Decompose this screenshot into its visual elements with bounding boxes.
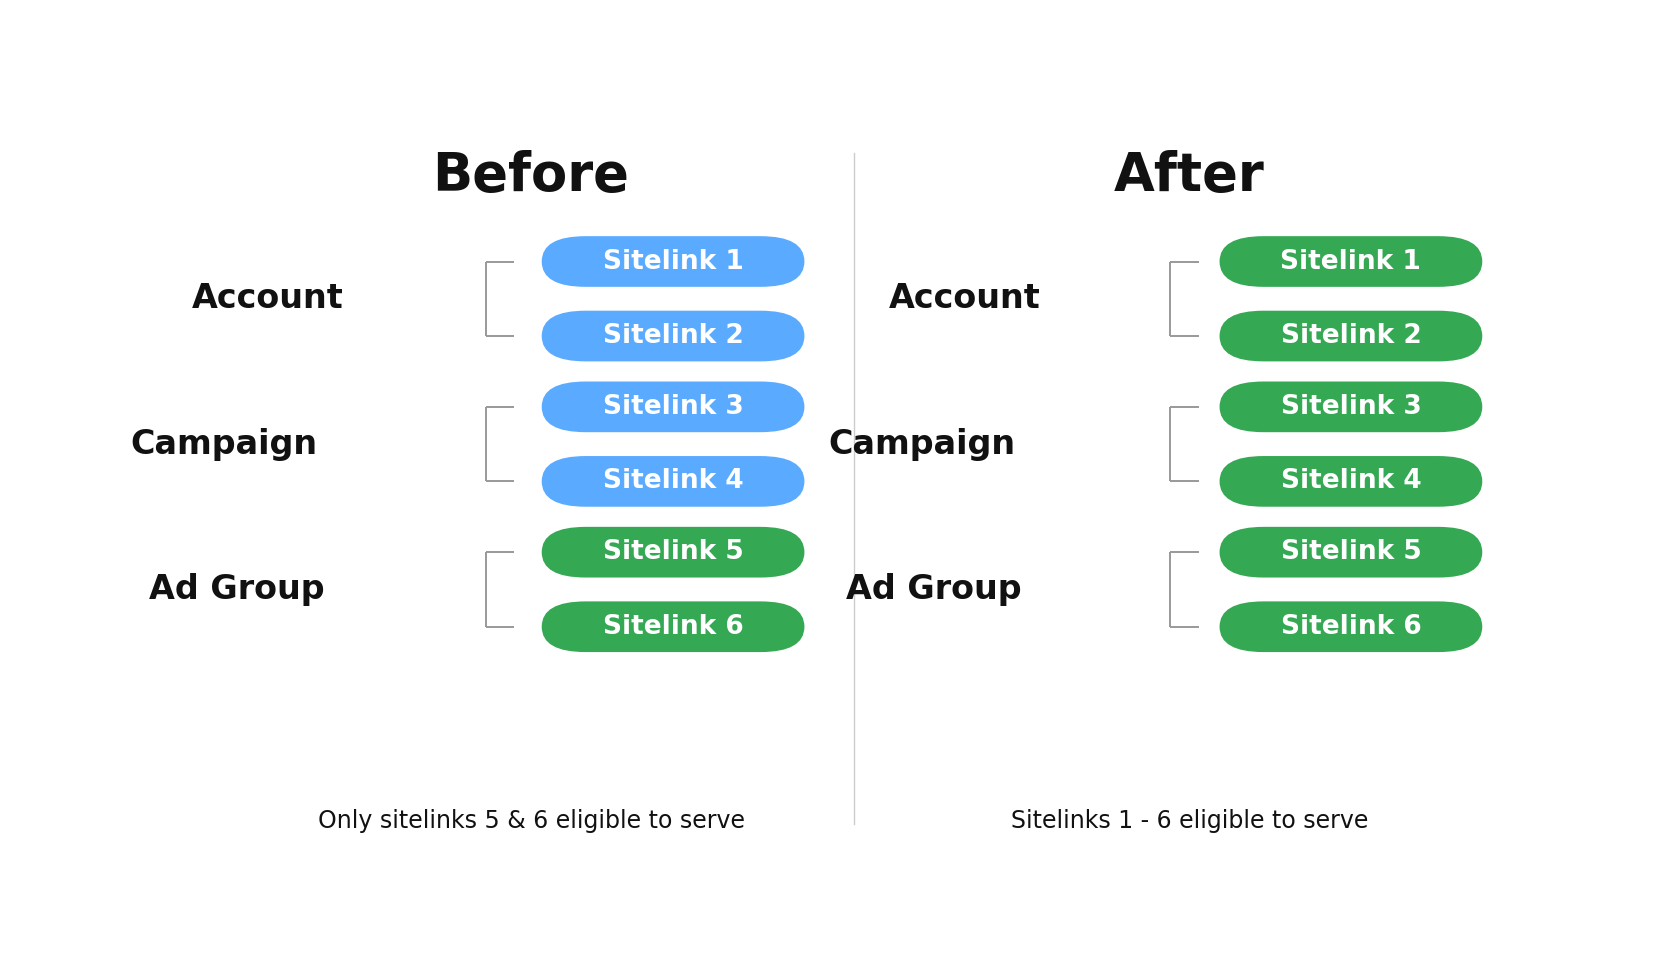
FancyBboxPatch shape (541, 381, 805, 432)
Text: Sitelink 6: Sitelink 6 (1281, 614, 1421, 640)
Text: Account: Account (192, 283, 343, 316)
FancyBboxPatch shape (1220, 456, 1483, 506)
FancyBboxPatch shape (1220, 381, 1483, 432)
FancyBboxPatch shape (1220, 311, 1483, 361)
Text: Sitelink 3: Sitelink 3 (1281, 394, 1421, 420)
Text: Sitelink 4: Sitelink 4 (603, 469, 743, 495)
Text: Account: Account (890, 283, 1041, 316)
Text: Sitelink 6: Sitelink 6 (603, 614, 743, 640)
FancyBboxPatch shape (1220, 527, 1483, 578)
Text: Sitelink 1: Sitelink 1 (1281, 249, 1421, 275)
Text: Only sitelinks 5 & 6 eligible to serve: Only sitelinks 5 & 6 eligible to serve (318, 808, 745, 832)
Text: Before: Before (433, 150, 630, 201)
Text: Campaign: Campaign (828, 428, 1015, 461)
FancyBboxPatch shape (541, 456, 805, 506)
Text: Sitelinks 1 - 6 eligible to serve: Sitelinks 1 - 6 eligible to serve (1011, 808, 1368, 832)
Text: Sitelink 2: Sitelink 2 (1281, 323, 1421, 349)
FancyBboxPatch shape (1220, 601, 1483, 652)
Text: Campaign: Campaign (132, 428, 318, 461)
Text: Sitelink 5: Sitelink 5 (603, 539, 743, 565)
FancyBboxPatch shape (541, 527, 805, 578)
Text: Sitelink 3: Sitelink 3 (603, 394, 743, 420)
Text: Sitelink 2: Sitelink 2 (603, 323, 743, 349)
FancyBboxPatch shape (541, 601, 805, 652)
FancyBboxPatch shape (1220, 236, 1483, 287)
Text: Sitelink 5: Sitelink 5 (1281, 539, 1421, 565)
Text: Sitelink 1: Sitelink 1 (603, 249, 743, 275)
Text: Ad Group: Ad Group (148, 573, 325, 606)
FancyBboxPatch shape (541, 311, 805, 361)
Text: Sitelink 4: Sitelink 4 (1281, 469, 1421, 495)
FancyBboxPatch shape (541, 236, 805, 287)
Text: After: After (1115, 150, 1264, 201)
Text: Ad Group: Ad Group (846, 573, 1021, 606)
